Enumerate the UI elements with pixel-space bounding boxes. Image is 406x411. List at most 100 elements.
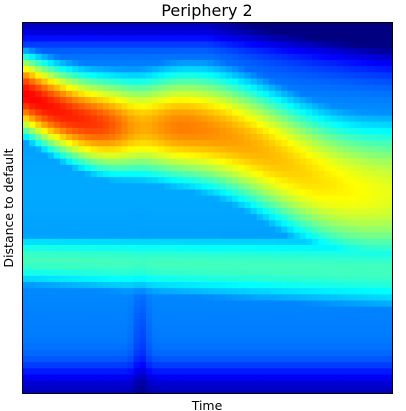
heatmap-cell bbox=[367, 35, 375, 43]
heatmap-cell bbox=[29, 325, 36, 332]
heatmap-cell bbox=[293, 319, 301, 326]
heatmap-cell bbox=[146, 134, 153, 141]
heatmap-cell bbox=[201, 306, 209, 314]
heatmap-cell bbox=[232, 257, 239, 265]
heatmap-cell bbox=[342, 66, 350, 73]
heatmap-cell bbox=[182, 269, 190, 277]
heatmap-cell bbox=[41, 362, 49, 369]
heatmap-cell bbox=[269, 35, 276, 43]
heatmap-cell bbox=[373, 214, 381, 221]
heatmap-cell bbox=[385, 238, 393, 246]
heatmap-cell bbox=[59, 189, 67, 197]
heatmap-cell bbox=[287, 23, 295, 30]
heatmap-cell bbox=[133, 109, 141, 117]
heatmap-cell bbox=[35, 386, 43, 394]
heatmap-cell bbox=[281, 115, 289, 123]
heatmap-cell bbox=[201, 251, 209, 258]
heatmap-cell bbox=[367, 171, 375, 178]
heatmap-cell bbox=[262, 343, 270, 351]
heatmap-cell bbox=[348, 29, 356, 36]
heatmap-cell bbox=[225, 177, 233, 184]
heatmap-cell bbox=[256, 220, 264, 228]
heatmap-cell bbox=[23, 214, 30, 221]
heatmap-cell bbox=[336, 201, 344, 209]
heatmap-cell bbox=[23, 41, 30, 49]
heatmap-cell bbox=[115, 121, 122, 129]
heatmap-cell bbox=[164, 140, 172, 147]
heatmap-cell bbox=[250, 78, 258, 86]
heatmap-cell bbox=[115, 306, 122, 314]
heatmap-cell bbox=[164, 127, 172, 135]
heatmap-cell bbox=[361, 195, 368, 203]
heatmap-cell bbox=[348, 115, 356, 123]
heatmap-cell bbox=[127, 368, 135, 376]
heatmap-cell bbox=[287, 368, 295, 376]
heatmap-cell bbox=[348, 220, 356, 228]
heatmap-cell bbox=[281, 103, 289, 110]
heatmap-cell bbox=[195, 337, 202, 345]
heatmap-cell bbox=[379, 189, 387, 197]
heatmap-cell bbox=[146, 282, 153, 289]
heatmap-cell bbox=[47, 275, 55, 283]
heatmap-cell bbox=[373, 300, 381, 308]
heatmap-cell bbox=[348, 134, 356, 141]
heatmap-cell bbox=[189, 275, 196, 283]
heatmap-cell bbox=[336, 53, 344, 61]
heatmap-cell bbox=[176, 97, 184, 104]
heatmap-cell bbox=[238, 201, 245, 209]
heatmap-cell bbox=[78, 164, 86, 172]
heatmap-cell bbox=[189, 208, 196, 215]
heatmap-cell bbox=[72, 226, 79, 234]
heatmap-cell bbox=[47, 282, 55, 289]
heatmap-cell bbox=[293, 72, 301, 80]
heatmap-cell bbox=[35, 171, 43, 178]
heatmap-cell bbox=[53, 146, 61, 154]
heatmap-cell bbox=[262, 386, 270, 394]
heatmap-cell bbox=[158, 171, 166, 178]
heatmap-cell bbox=[176, 47, 184, 55]
heatmap-cell bbox=[342, 245, 350, 252]
heatmap-cell bbox=[287, 189, 295, 197]
heatmap-cell bbox=[164, 374, 172, 382]
heatmap-cell bbox=[336, 115, 344, 123]
heatmap-cell bbox=[293, 349, 301, 357]
heatmap-cell bbox=[53, 356, 61, 363]
heatmap-cell bbox=[293, 312, 301, 320]
heatmap-cell bbox=[102, 232, 110, 240]
heatmap-cell bbox=[176, 251, 184, 258]
heatmap-cell bbox=[23, 288, 30, 295]
heatmap-cell bbox=[293, 103, 301, 110]
heatmap-cell bbox=[305, 171, 313, 178]
heatmap-cell bbox=[189, 306, 196, 314]
heatmap-cell bbox=[385, 127, 393, 135]
heatmap-cell bbox=[96, 171, 104, 178]
heatmap-cell bbox=[189, 164, 196, 172]
heatmap-cell bbox=[109, 109, 116, 117]
heatmap-cell bbox=[305, 269, 313, 277]
heatmap-cell bbox=[207, 78, 215, 86]
heatmap-cell bbox=[213, 325, 221, 332]
heatmap-cell bbox=[115, 331, 122, 339]
heatmap-cell bbox=[293, 331, 301, 339]
heatmap-cell bbox=[342, 29, 350, 36]
heatmap-cell bbox=[250, 251, 258, 258]
heatmap-cell bbox=[342, 146, 350, 154]
heatmap-cell bbox=[367, 386, 375, 394]
heatmap-cell bbox=[207, 306, 215, 314]
heatmap-cell bbox=[115, 368, 122, 376]
heatmap-cell bbox=[238, 121, 245, 129]
heatmap-cell bbox=[385, 331, 393, 339]
heatmap-cell bbox=[293, 146, 301, 154]
heatmap-cell bbox=[47, 251, 55, 258]
heatmap-cell bbox=[379, 294, 387, 302]
heatmap-cell bbox=[158, 66, 166, 73]
heatmap-cell bbox=[219, 127, 227, 135]
heatmap-cell bbox=[78, 127, 86, 135]
heatmap-cell bbox=[146, 325, 153, 332]
heatmap-cell bbox=[348, 109, 356, 117]
heatmap-cell bbox=[262, 29, 270, 36]
heatmap-cell bbox=[348, 152, 356, 160]
heatmap-cell bbox=[275, 183, 282, 191]
heatmap-cell bbox=[78, 214, 86, 221]
heatmap-cell bbox=[293, 115, 301, 123]
